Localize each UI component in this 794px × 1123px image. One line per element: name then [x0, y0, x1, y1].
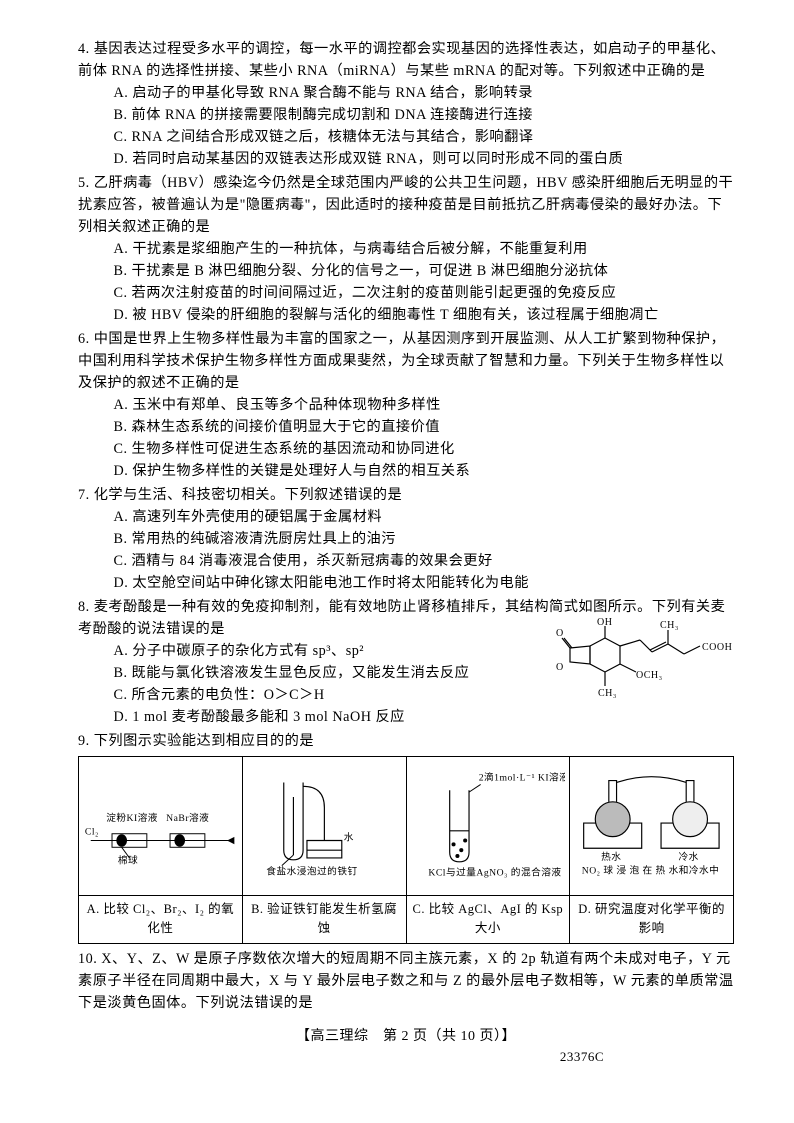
question-10: 10. X、Y、Z、W 是原子序数依次增大的短周期不同主族元素，X 的 2p 轨… — [78, 948, 734, 1014]
question-9: 9. 下列图示实验能达到相应目的的是 — [78, 730, 734, 944]
q6-options: A. 玉米中有郑单、良玉等多个品种体现物种多样性 B. 森林生态系统的间接价值明… — [78, 394, 734, 482]
q10-number: 10. — [78, 951, 97, 967]
page-footer: 【高三理综 第 2 页（共 10 页）】 — [78, 1026, 734, 1048]
svg-text:冷水: 冷水 — [679, 851, 699, 863]
q8-opt-b: B. 既能与氯化铁溶液发生显色反应，又能发生消去反应 — [114, 662, 544, 684]
svg-text:CH₃: CH₃ — [660, 620, 679, 631]
svg-text:OH: OH — [597, 617, 612, 628]
q6-opt-a: A. 玉米中有郑单、良玉等多个品种体现物种多样性 — [114, 394, 735, 416]
q7-opt-b: B. 常用热的纯碱溶液清洗厨房灶具上的油污 — [114, 528, 735, 550]
q7-opt-c: C. 酒精与 84 消毒液混合使用，杀灭新冠病毒的效果会更好 — [114, 550, 735, 572]
question-7: 7. 化学与生活、科技密切相关。下列叙述错误的是 A. 高速列车外壳使用的硬铝属… — [78, 484, 734, 594]
q8-opt-c: C. 所含元素的电负性：O＞C＞H — [114, 684, 544, 706]
q4-opt-a: A. 启动子的甲基化导致 RNA 聚合酶不能与 RNA 结合，影响转录 — [114, 82, 735, 104]
question-5: 5. 乙肝病毒（HBV）感染迄今仍然是全球范围内严峻的公共卫生问题，HBV 感染… — [78, 172, 734, 326]
q5-stem: 乙肝病毒（HBV）感染迄今仍然是全球范围内严峻的公共卫生问题，HBV 感染肝细胞… — [78, 175, 733, 235]
q5-opt-b: B. 干扰素是 B 淋巴细胞分裂、分化的信号之一，可促进 B 淋巴细胞分泌抗体 — [114, 260, 735, 282]
q4-opt-d: D. 若同时启动某基因的双链表达形成双链 RNA，则可以同时形成不同的蛋白质 — [114, 148, 735, 170]
q8-structure-diagram: OH COOH O O OCH₃ CH₃ CH₃ — [550, 616, 740, 704]
q5-number: 5. — [78, 175, 90, 191]
svg-text:NaBr溶液: NaBr溶液 — [166, 812, 209, 824]
q7-opt-d: D. 太空舱空间站中砷化镓太阳能电池工作时将太阳能转化为电能 — [114, 572, 735, 594]
q9-cap-a: A. 比较 Cl₂、Br₂、I₂ 的氧化性 — [79, 896, 243, 944]
q7-opt-a: A. 高速列车外壳使用的硬铝属于金属材料 — [114, 506, 735, 528]
q4-options: A. 启动子的甲基化导致 RNA 聚合酶不能与 RNA 结合，影响转录 B. 前… — [78, 82, 734, 170]
question-6: 6. 中国是世界上生物多样性最为丰富的国家之一，从基因测序到开展监测、从人工扩繁… — [78, 328, 734, 482]
svg-text:Cl₂: Cl₂ — [85, 827, 99, 838]
q9-cap-b: B. 验证铁钉能发生析氢腐蚀 — [242, 896, 406, 944]
svg-text:淀粉KI溶液: 淀粉KI溶液 — [106, 812, 158, 824]
q9-stem: 下列图示实验能达到相应目的的是 — [94, 733, 314, 749]
question-4: 4. 基因表达过程受多水平的调控，每一水平的调控都会实现基因的选择性表达，如启动… — [78, 38, 734, 170]
q8-options: A. 分子中碳原子的杂化方式有 sp³、sp² B. 既能与氯化铁溶液发生显色反… — [78, 640, 544, 728]
svg-text:CH₃: CH₃ — [598, 688, 617, 699]
q6-opt-b: B. 森林生态系统的间接价值明显大于它的直接价值 — [114, 416, 735, 438]
q4-opt-c: C. RNA 之间结合形成双链之后，核糖体无法与其结合，影响翻译 — [114, 126, 735, 148]
svg-text:热水: 热水 — [601, 851, 621, 863]
svg-text:O: O — [556, 662, 564, 673]
svg-text:NO₂ 球 浸 泡 在 热 水和冷水中: NO₂ 球 浸 泡 在 热 水和冷水中 — [582, 864, 720, 876]
q8-opt-d: D. 1 mol 麦考酚酸最多能和 3 mol NaOH 反应 — [114, 706, 544, 728]
q8-number: 8. — [78, 599, 90, 615]
q5-opt-a: A. 干扰素是浆细胞产生的一种抗体，与病毒结合后被分解，不能重复利用 — [114, 238, 735, 260]
q7-stem: 化学与生活、科技密切相关。下列叙述错误的是 — [94, 487, 402, 503]
q6-opt-c: C. 生物多样性可促进生态系统的基因流动和协同进化 — [114, 438, 735, 460]
q9-exp-b-diagram: 水 食盐水浸泡过的铁钉 — [242, 757, 406, 896]
q9-cap-d: D. 研究温度对化学平衡的影响 — [570, 896, 734, 944]
q7-number: 7. — [78, 487, 90, 503]
svg-text:KCl与过量AgNO₃ 的混合溶液: KCl与过量AgNO₃ 的混合溶液 — [428, 866, 561, 878]
q5-opt-c: C. 若两次注射疫苗的时间间隔过近，二次注射的疫苗则能引起更强的免疫反应 — [114, 282, 735, 304]
q9-experiments-table: Cl₂ 淀粉KI溶液 NaBr溶液 棉球 — [78, 756, 734, 944]
svg-text:OCH₃: OCH₃ — [636, 670, 663, 681]
question-8: 8. 麦考酚酸是一种有效的免疫抑制剂，能有效地防止肾移植排斥，其结构简式如图所示… — [78, 596, 734, 728]
q7-options: A. 高速列车外壳使用的硬铝属于金属材料 B. 常用热的纯碱溶液清洗厨房灶具上的… — [78, 506, 734, 594]
q8-opt-a: A. 分子中碳原子的杂化方式有 sp³、sp² — [114, 640, 544, 662]
q5-opt-d: D. 被 HBV 侵染的肝细胞的裂解与活化的细胞毒性 T 细胞有关，该过程属于细… — [114, 304, 735, 326]
svg-text:食盐水浸泡过的铁钉: 食盐水浸泡过的铁钉 — [266, 865, 357, 877]
q4-opt-b: B. 前体 RNA 的拼接需要限制酶完成切割和 DNA 连接酶进行连接 — [114, 104, 735, 126]
q9-exp-a-diagram: Cl₂ 淀粉KI溶液 NaBr溶液 棉球 — [79, 757, 243, 896]
svg-text:2滴1mol·L⁻¹ KI溶液: 2滴1mol·L⁻¹ KI溶液 — [478, 772, 565, 784]
q4-number: 4. — [78, 41, 90, 57]
svg-text:COOH: COOH — [702, 642, 732, 653]
q9-exp-c-diagram: 2滴1mol·L⁻¹ KI溶液 KCl与过量AgNO₃ 的混合溶液 — [406, 757, 570, 896]
q5-options: A. 干扰素是浆细胞产生的一种抗体，与病毒结合后被分解，不能重复利用 B. 干扰… — [78, 238, 734, 326]
q4-stem: 基因表达过程受多水平的调控，每一水平的调控都会实现基因的选择性表达，如启动子的甲… — [78, 41, 725, 79]
q6-opt-d: D. 保护生物多样性的关键是处理好人与自然的相互关系 — [114, 460, 735, 482]
q9-cap-c: C. 比较 AgCl、AgI 的 Ksp 大小 — [406, 896, 570, 944]
q9-number: 9. — [78, 733, 90, 749]
q9-exp-d-diagram: 热水 冷水 NO₂ 球 浸 泡 在 热 水和冷水中 — [570, 757, 734, 896]
svg-text:水: 水 — [343, 832, 353, 844]
q6-number: 6. — [78, 331, 90, 347]
page-code: 23376C — [78, 1047, 734, 1067]
q6-stem: 中国是世界上生物多样性最为丰富的国家之一，从基因测序到开展监测、从人工扩繁到物种… — [78, 331, 725, 391]
svg-text:O: O — [556, 628, 564, 639]
q10-stem: X、Y、Z、W 是原子序数依次增大的短周期不同主族元素，X 的 2p 轨道有两个… — [78, 951, 734, 1011]
